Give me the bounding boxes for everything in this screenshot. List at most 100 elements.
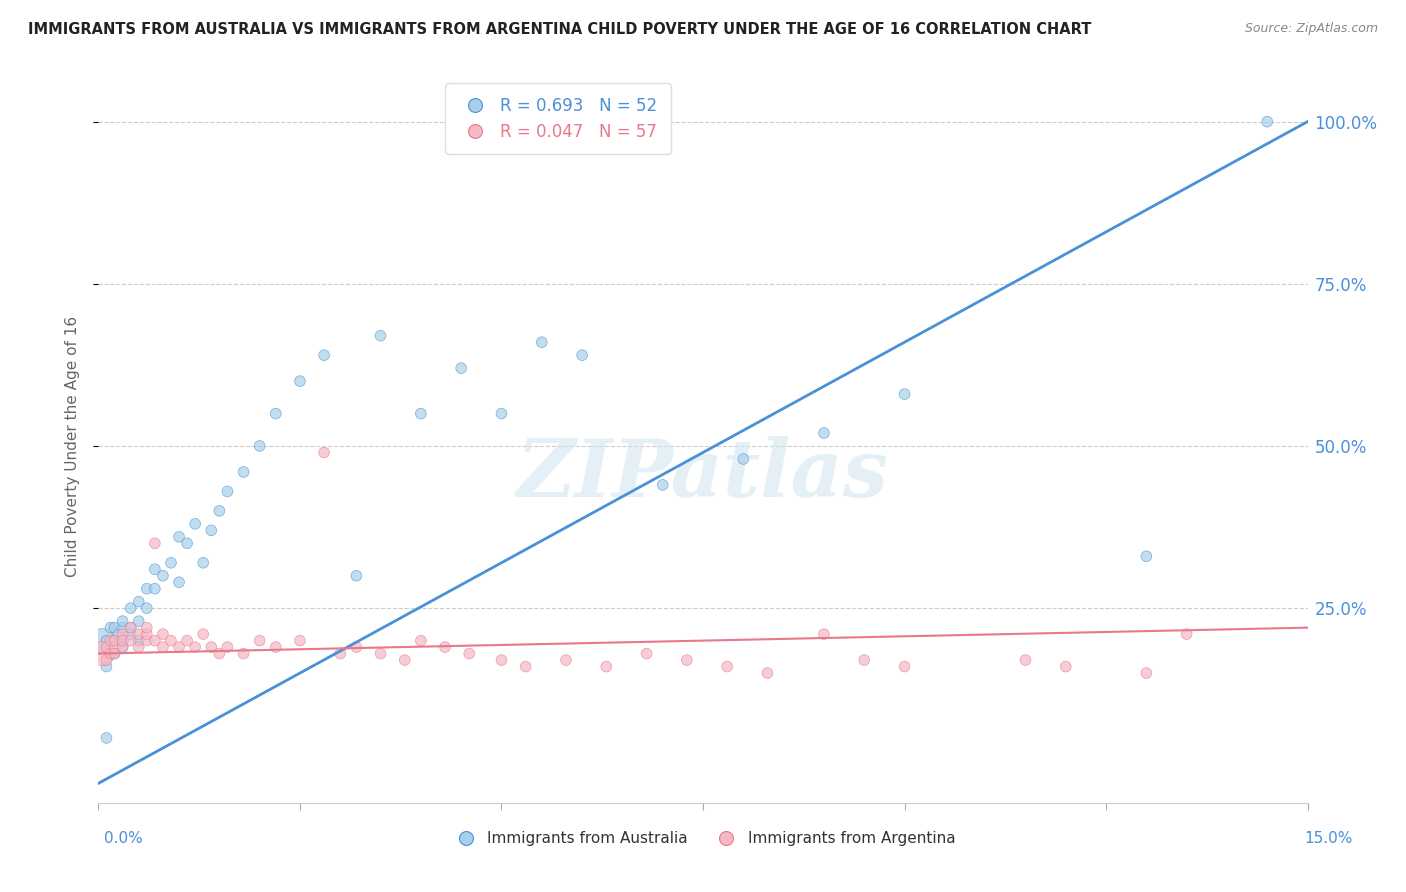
Point <box>100 647 122 661</box>
Text: IMMIGRANTS FROM AUSTRALIA VS IMMIGRANTS FROM ARGENTINA CHILD POVERTY UNDER THE A: IMMIGRANTS FROM AUSTRALIA VS IMMIGRANTS … <box>28 22 1091 37</box>
Point <box>135 582 157 596</box>
Point <box>152 627 174 641</box>
Text: 0.0%: 0.0% <box>104 831 143 846</box>
Point <box>1054 659 1077 673</box>
Point <box>893 387 915 401</box>
Point <box>103 647 125 661</box>
Point <box>135 633 157 648</box>
Point <box>103 621 125 635</box>
Point <box>120 627 142 641</box>
Point <box>716 659 738 673</box>
Point <box>120 621 142 635</box>
Point <box>450 361 472 376</box>
Point <box>1175 627 1198 641</box>
Point <box>329 647 352 661</box>
Point <box>91 633 114 648</box>
Point <box>167 530 190 544</box>
Point <box>135 627 157 641</box>
Y-axis label: Child Poverty Under the Age of 16: Child Poverty Under the Age of 16 <box>65 316 80 576</box>
Point <box>208 504 231 518</box>
Point <box>143 562 166 576</box>
Point <box>232 647 254 661</box>
Point <box>314 445 336 459</box>
Point <box>184 516 207 531</box>
Point <box>409 633 432 648</box>
Point <box>394 653 416 667</box>
Point <box>530 335 553 350</box>
Point <box>128 633 150 648</box>
Point <box>1256 114 1278 128</box>
Point <box>344 568 367 582</box>
Point <box>217 484 239 499</box>
Point <box>409 407 432 421</box>
Point <box>143 582 166 596</box>
Point <box>111 627 134 641</box>
Point <box>111 640 134 654</box>
Point <box>100 647 122 661</box>
Point <box>103 633 125 648</box>
Point <box>96 659 118 673</box>
Point <box>100 633 122 648</box>
Point <box>128 627 150 641</box>
Point <box>893 659 915 673</box>
Point <box>288 374 311 388</box>
Point <box>434 640 457 654</box>
Point <box>733 452 755 467</box>
Point <box>120 633 142 648</box>
Point <box>288 633 311 648</box>
Point <box>193 556 215 570</box>
Point <box>264 640 287 654</box>
Point <box>200 524 222 538</box>
Point <box>176 633 198 648</box>
Point <box>143 633 166 648</box>
Point <box>103 633 125 648</box>
Text: ZIPatlas: ZIPatlas <box>517 436 889 513</box>
Point <box>96 653 118 667</box>
Point <box>160 556 183 570</box>
Point <box>571 348 593 362</box>
Point <box>200 640 222 654</box>
Point <box>96 731 118 745</box>
Point <box>1135 666 1157 681</box>
Point <box>208 647 231 661</box>
Point <box>167 640 190 654</box>
Point <box>111 633 134 648</box>
Point <box>135 621 157 635</box>
Point <box>111 614 134 628</box>
Point <box>813 627 835 641</box>
Point <box>458 647 481 661</box>
Point <box>103 640 125 654</box>
Point <box>135 601 157 615</box>
Point <box>344 640 367 654</box>
Point <box>515 659 537 673</box>
Point <box>184 640 207 654</box>
Point <box>1014 653 1036 667</box>
Point <box>120 621 142 635</box>
Point <box>128 595 150 609</box>
Point <box>217 640 239 654</box>
Point <box>160 633 183 648</box>
Point <box>193 627 215 641</box>
Text: 15.0%: 15.0% <box>1305 831 1353 846</box>
Point <box>111 640 134 654</box>
Point <box>232 465 254 479</box>
Point <box>96 633 118 648</box>
Point <box>100 621 122 635</box>
Point <box>128 614 150 628</box>
Point <box>152 568 174 582</box>
Point <box>111 621 134 635</box>
Point <box>249 439 271 453</box>
Point <box>676 653 699 667</box>
Point <box>370 328 392 343</box>
Point <box>756 666 779 681</box>
Point <box>853 653 876 667</box>
Point <box>555 653 578 667</box>
Point <box>1135 549 1157 564</box>
Point <box>651 478 673 492</box>
Point <box>370 647 392 661</box>
Point <box>152 640 174 654</box>
Point <box>249 633 271 648</box>
Point <box>595 659 617 673</box>
Point <box>107 627 129 641</box>
Point <box>96 640 118 654</box>
